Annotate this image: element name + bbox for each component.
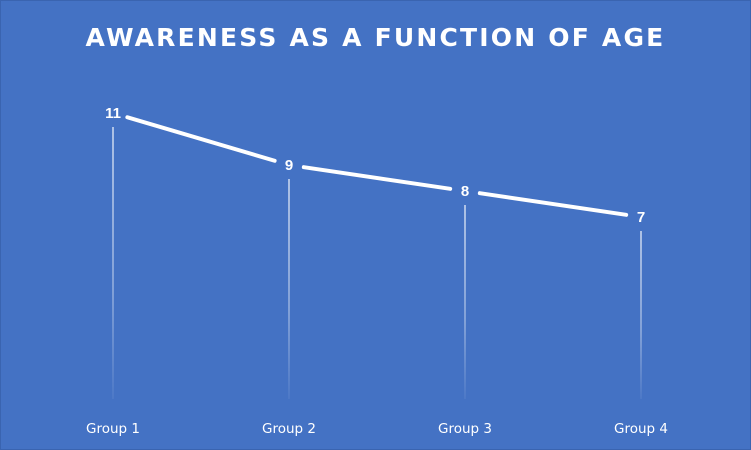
series-segment-2	[301, 165, 453, 191]
drop-line-4	[640, 231, 642, 399]
drop-line-1	[112, 127, 114, 399]
series-segment-3	[477, 191, 629, 217]
drop-lines	[112, 127, 642, 399]
x-axis-tick-labels: Group 1 Group 2 Group 3 Group 4	[86, 421, 668, 437]
x-tick-label-2: Group 2	[262, 421, 316, 437]
drop-line-3	[464, 205, 466, 399]
drop-line-2	[288, 179, 290, 399]
x-tick-label-4: Group 4	[614, 421, 668, 437]
series-segment-1	[125, 115, 277, 163]
chart-title: AWARENESS AS A FUNCTION OF AGE	[85, 23, 666, 52]
x-tick-label-1: Group 1	[86, 421, 140, 437]
data-label-3: 8	[461, 183, 469, 200]
x-tick-label-3: Group 3	[438, 421, 492, 437]
data-label-1: 11	[105, 105, 121, 122]
data-labels: 11 9 8 7	[105, 105, 645, 226]
series-line	[125, 115, 629, 217]
data-label-2: 9	[285, 157, 293, 174]
data-label-4: 7	[637, 209, 645, 226]
